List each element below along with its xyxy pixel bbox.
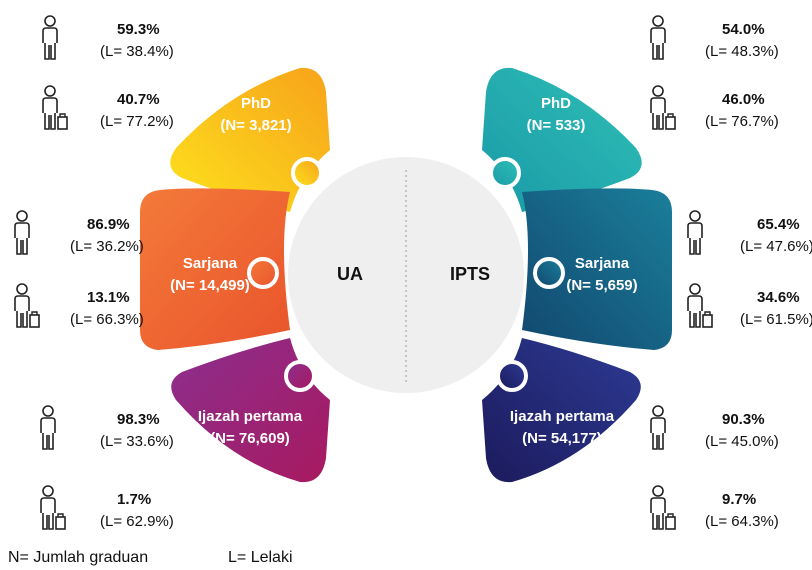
petal-dot bbox=[489, 157, 521, 189]
stat-pct: 34.6% bbox=[757, 289, 800, 306]
stat-pct: 13.1% bbox=[87, 289, 130, 306]
traveller-icon bbox=[43, 86, 67, 129]
petal-level: Sarjana bbox=[575, 255, 630, 272]
petal-shape bbox=[140, 188, 290, 350]
petal-n: (N= 54,177) bbox=[522, 430, 602, 447]
stat-pct: 40.7% bbox=[117, 91, 160, 108]
traveller-icon bbox=[651, 486, 675, 529]
stat-male: (L= 45.0%) bbox=[705, 433, 779, 450]
petal-dot bbox=[247, 257, 279, 289]
petal-level: Ijazah pertama bbox=[510, 408, 615, 425]
person-icon bbox=[650, 15, 666, 60]
petal-dot bbox=[284, 360, 316, 392]
petal-dot bbox=[496, 360, 528, 392]
stat-male: (L= 38.4%) bbox=[100, 43, 174, 60]
petal-level: PhD bbox=[241, 95, 271, 112]
stat-male: (L= 61.5%) bbox=[740, 311, 812, 328]
center-left: UA bbox=[337, 264, 363, 284]
stat-male: (L= 66.3%) bbox=[70, 311, 144, 328]
traveller-icon bbox=[688, 284, 712, 327]
person-icon bbox=[40, 405, 56, 450]
petal-shape bbox=[522, 188, 672, 350]
petal bbox=[170, 67, 330, 212]
petal-n: (N= 533) bbox=[527, 117, 586, 134]
person-icon bbox=[14, 210, 30, 255]
petal-dot bbox=[533, 257, 565, 289]
petal-level: Sarjana bbox=[183, 255, 238, 272]
stat-male: (L= 77.2%) bbox=[100, 113, 174, 130]
petal-n: (N= 3,821) bbox=[220, 117, 291, 134]
stat-pct: 86.9% bbox=[87, 216, 130, 233]
stat-pct: 90.3% bbox=[722, 411, 765, 428]
petal bbox=[482, 67, 642, 212]
stat-pct: 9.7% bbox=[722, 491, 756, 508]
petal-n: (N= 14,499) bbox=[170, 277, 250, 294]
legend: L= Lelaki bbox=[228, 549, 293, 566]
person-icon bbox=[42, 15, 58, 60]
stat-male: (L= 76.7%) bbox=[705, 113, 779, 130]
petal-shape bbox=[170, 67, 330, 212]
petal-level: PhD bbox=[541, 95, 571, 112]
petal bbox=[171, 338, 330, 483]
stat-pct: 54.0% bbox=[722, 21, 765, 38]
petal-n: (N= 76,609) bbox=[210, 430, 290, 447]
stat-pct: 1.7% bbox=[117, 491, 151, 508]
stat-male: (L= 48.3%) bbox=[705, 43, 779, 60]
petal bbox=[522, 188, 672, 350]
stat-male: (L= 33.6%) bbox=[100, 433, 174, 450]
center-right: IPTS bbox=[450, 264, 490, 284]
petal bbox=[140, 188, 290, 350]
traveller-icon bbox=[651, 86, 675, 129]
petal bbox=[482, 338, 641, 483]
traveller-icon bbox=[41, 486, 65, 529]
stat-male: (L= 47.6%) bbox=[740, 238, 812, 255]
petal-shape bbox=[482, 67, 642, 212]
stat-male: (L= 62.9%) bbox=[100, 513, 174, 530]
stat-pct: 59.3% bbox=[117, 21, 160, 38]
person-icon bbox=[650, 405, 666, 450]
petal-dot bbox=[291, 157, 323, 189]
petal-level: Ijazah pertama bbox=[198, 408, 303, 425]
petal-n: (N= 5,659) bbox=[566, 277, 637, 294]
person-icon bbox=[687, 210, 703, 255]
traveller-icon bbox=[15, 284, 39, 327]
stat-male: (L= 64.3%) bbox=[705, 513, 779, 530]
stat-pct: 65.4% bbox=[757, 216, 800, 233]
stat-pct: 46.0% bbox=[722, 91, 765, 108]
stat-pct: 98.3% bbox=[117, 411, 160, 428]
stat-male: (L= 36.2%) bbox=[70, 238, 144, 255]
legend: N= Jumlah graduan bbox=[8, 549, 148, 566]
